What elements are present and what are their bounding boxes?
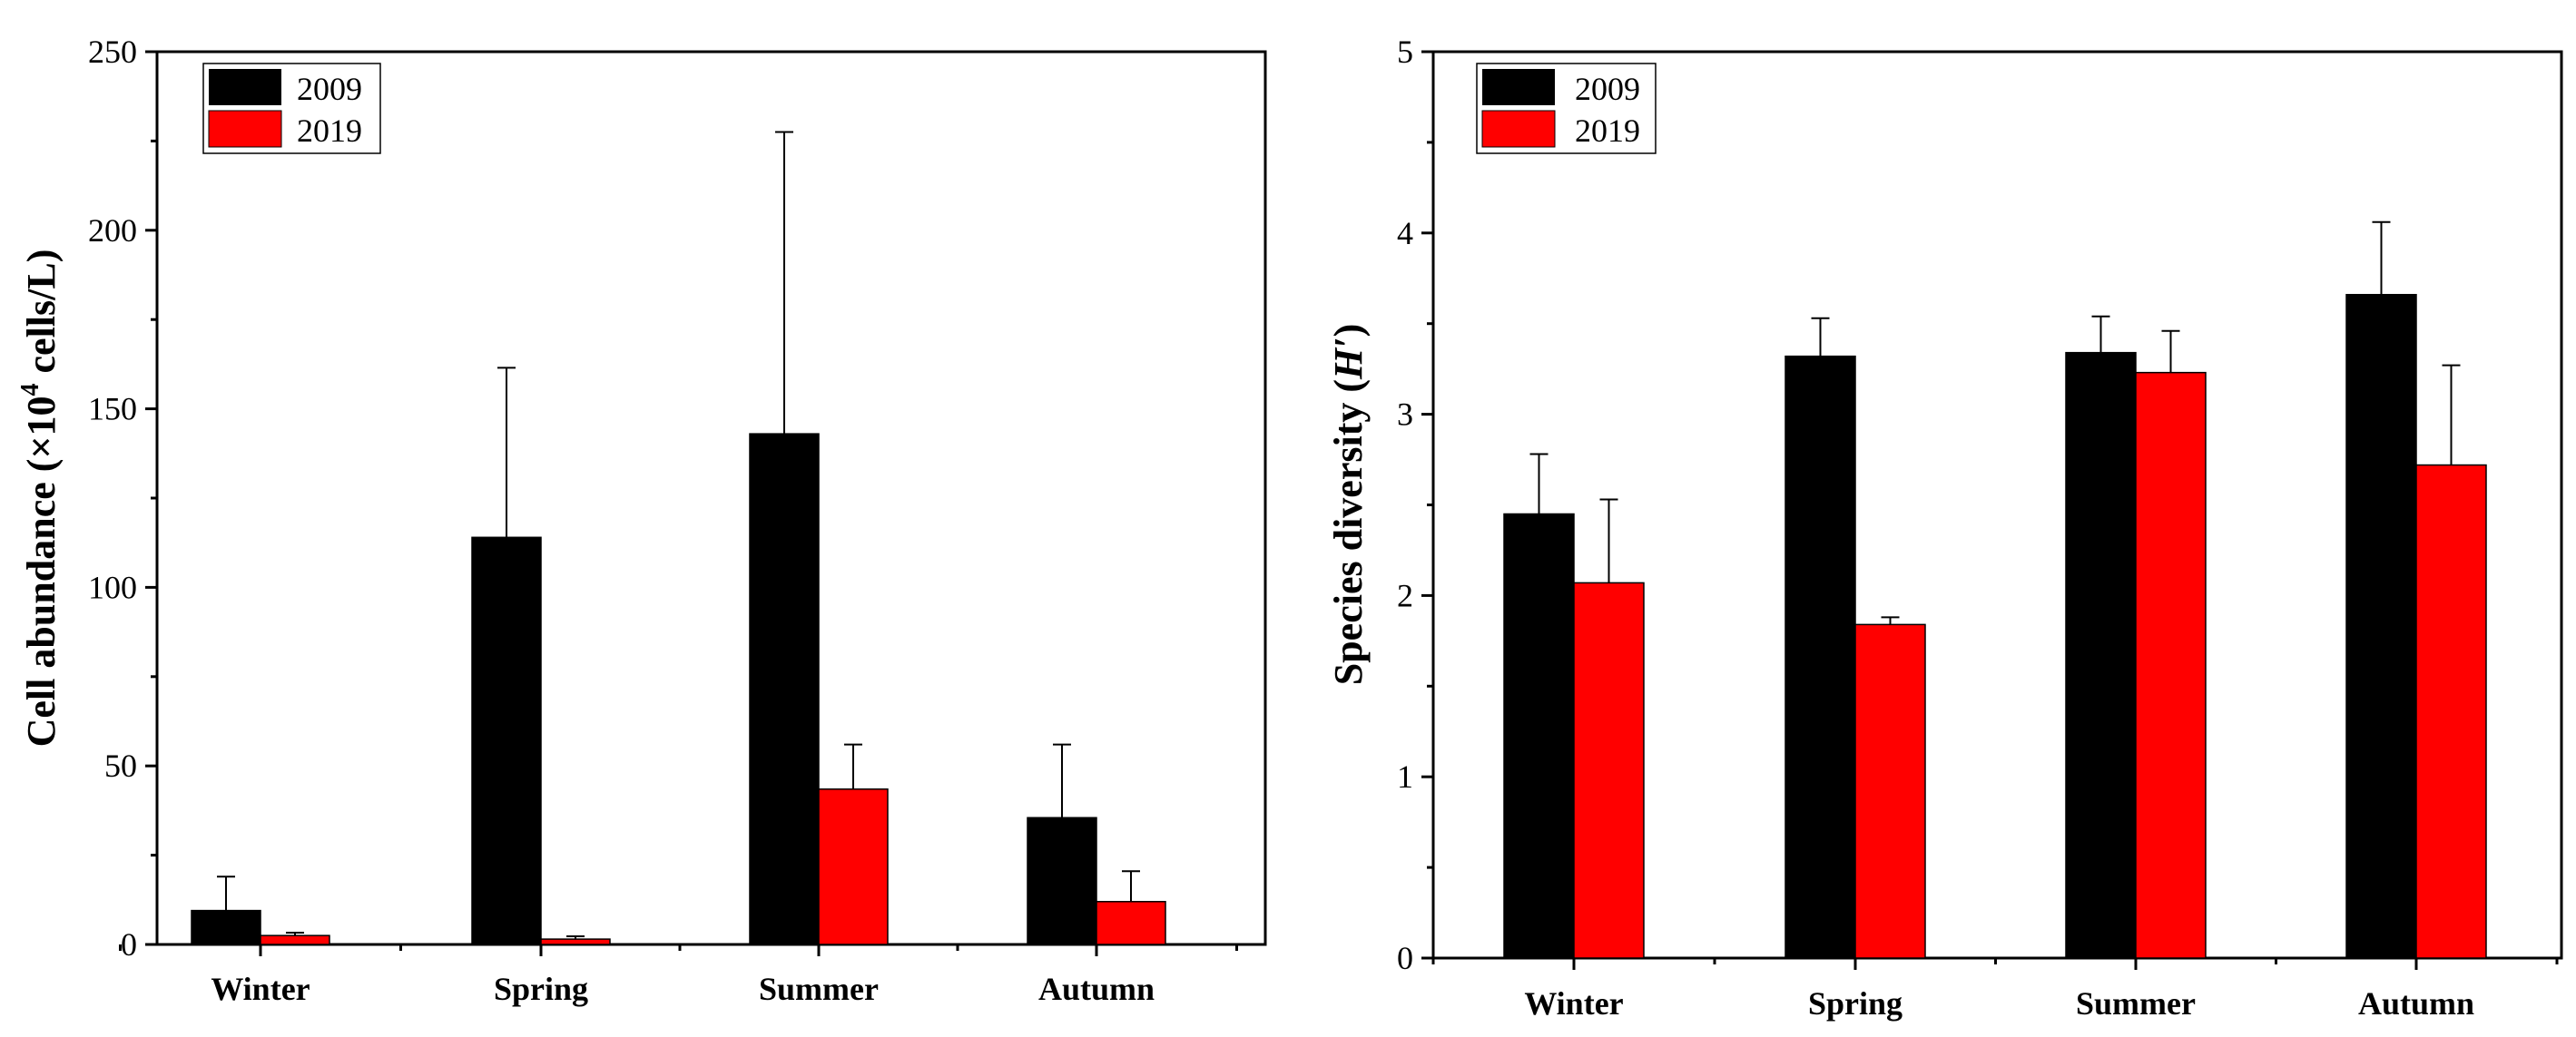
diversity-bar-2009-winter	[1503, 513, 1575, 959]
diversity-legend-label-2009: 2009	[1575, 71, 1640, 107]
abundance-bars	[191, 131, 1166, 945]
diversity-legend-label-2019: 2019	[1575, 113, 1640, 149]
diversity-bar-2009-autumn	[2345, 293, 2417, 959]
abundance-category-label: Autumn	[1038, 971, 1155, 1007]
abundance-y-tick-label: 0	[121, 926, 137, 963]
diversity-y-tick-label: 3	[1397, 396, 1413, 433]
diversity-y-tick-label: 0	[1397, 940, 1413, 976]
diversity-bar-2009-spring	[1785, 355, 1856, 959]
abundance-bar-2019-autumn	[1096, 901, 1166, 945]
abundance-category-label: Spring	[494, 971, 588, 1007]
diversity-bars	[1503, 220, 2487, 959]
abundance-bar-2009-autumn	[1027, 817, 1097, 945]
abundance-legend: 2009 2019	[202, 63, 381, 154]
diversity-category-label: Spring	[1808, 985, 1903, 1022]
diversity-chart: 0 1 2 3 4 5 Winter Spring Summer Autumn Species d…	[1326, 34, 2563, 1022]
abundance-y-title-suffix: cells/L)	[19, 249, 64, 384]
diversity-bar-2019-spring	[1854, 623, 1926, 959]
diversity-bar-2019-winter	[1573, 582, 1645, 959]
abundance-bar-2019-spring	[540, 938, 611, 945]
diversity-y-title-prefix: Species diversity (	[1326, 379, 1371, 685]
abundance-legend-swatch-2009	[209, 69, 281, 105]
diversity-category-label: Autumn	[2358, 985, 2474, 1022]
diversity-y-tick-label: 1	[1397, 758, 1413, 795]
abundance-legend-swatch-2019	[208, 110, 282, 148]
abundance-bar-2019-winter	[260, 934, 330, 945]
abundance-bar-2019-summer	[818, 788, 889, 945]
abundance-y-title-sup: 4	[16, 383, 44, 396]
diversity-y-tick-label: 2	[1397, 577, 1413, 613]
abundance-y-tick-label: 250	[88, 34, 137, 70]
abundance-plot-frame	[155, 50, 1267, 946]
diversity-y-ticks: 0 1 2 3 4 5 Winter Spring Summer Autumn	[1397, 34, 2559, 1022]
diversity-category-label: Summer	[2076, 985, 2196, 1022]
abundance-legend-label-2019: 2019	[297, 113, 362, 149]
abundance-bar-2009-spring	[471, 536, 542, 945]
diversity-y-axis-title: Species diversity (H′)	[1326, 324, 1371, 686]
diversity-legend-swatch-2019	[1481, 110, 1556, 148]
abundance-category-label: Winter	[211, 971, 310, 1007]
diversity-y-title-italic: H′	[1326, 337, 1371, 380]
abundance-bar-2009-summer	[749, 433, 820, 945]
diversity-legend: 2009 2019	[1476, 63, 1657, 154]
abundance-y-tick-label: 100	[88, 569, 137, 605]
diversity-bar-2019-autumn	[2415, 464, 2487, 959]
abundance-y-tick-label: 150	[88, 391, 137, 427]
diversity-y-title-suffix: )	[1326, 324, 1371, 338]
diversity-y-tick-label: 4	[1397, 215, 1413, 251]
diversity-bar-2019-summer	[2135, 371, 2207, 959]
abundance-y-axis-title: Cell abundance (×104 cells/L)	[16, 249, 64, 748]
diversity-legend-swatch-2009	[1482, 69, 1555, 105]
abundance-bar-2009-winter	[191, 909, 261, 945]
abundance-y-tick-label: 50	[104, 748, 137, 784]
abundance-y-tick-label: 200	[88, 212, 137, 249]
diversity-category-label: Winter	[1524, 985, 1623, 1022]
abundance-y-ticks: 0 50 100 150 200 250 Winter Spring Summer Autumn	[88, 34, 1238, 1007]
abundance-category-label: Summer	[759, 971, 879, 1007]
abundance-y-title-prefix: Cell abundance (×10	[19, 396, 64, 747]
abundance-legend-label-2009: 2009	[297, 71, 362, 107]
diversity-bar-2009-summer	[2065, 351, 2137, 959]
diversity-y-tick-label: 5	[1397, 34, 1413, 70]
